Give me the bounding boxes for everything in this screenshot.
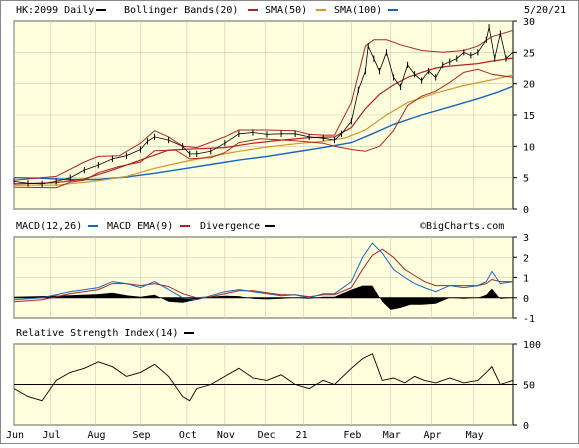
legend-sma100-label: SMA(100) — [334, 5, 382, 16]
watermark-label: ©BigCharts.com — [420, 221, 504, 232]
x-tick-label: Sep — [133, 430, 151, 441]
macd-y-tick-label: 3 — [523, 233, 529, 244]
price-y-tick-label: 20 — [523, 80, 535, 91]
x-tick-label: Jul — [43, 430, 61, 441]
legend-sma50-label: SMA(50) — [265, 5, 307, 16]
x-tick-label: 21 — [296, 430, 308, 441]
x-tick-label: Apr — [423, 430, 441, 441]
price-y-tick-label: 5 — [523, 174, 529, 185]
x-tick-label: May — [466, 430, 484, 441]
macd-y-tick-label: 0 — [523, 294, 529, 305]
price-y-tick-label: 15 — [523, 111, 535, 122]
x-tick-label: Oct — [179, 430, 197, 441]
price-y-tick-label: 25 — [523, 48, 535, 59]
rsi-y-tick-label: 100 — [523, 340, 541, 351]
macd-ema-legend-label: MACD EMA(9) — [107, 221, 173, 232]
x-tick-label: Jun — [6, 430, 24, 441]
price-y-tick-label: 10 — [523, 142, 535, 153]
price-y-tick-label: 0 — [523, 205, 529, 216]
rsi-y-tick-label: 0 — [523, 421, 529, 432]
x-tick-label: Aug — [88, 430, 106, 441]
x-tick-label: Feb — [343, 430, 361, 441]
symbol-label: HK:2099 Daily — [16, 5, 94, 16]
macd-y-tick-label: 2 — [523, 253, 529, 264]
x-tick-label: Nov — [217, 430, 235, 441]
rsi-legend-label: Relative Strength Index(14) — [16, 328, 179, 339]
macd-y-tick-label: 1 — [523, 274, 529, 285]
legend-bollinger-label: Bollinger Bands(20) — [124, 5, 238, 16]
macd-y-tick-label: -1 — [523, 314, 535, 325]
x-tick-label: Mar — [383, 430, 401, 441]
rsi-y-tick-label: 50 — [523, 381, 535, 392]
macd-legend-label: MACD(12,26) — [16, 221, 82, 232]
date-label: 5/20/21 — [524, 5, 566, 16]
price-y-tick-label: 30 — [523, 17, 535, 28]
x-tick-label: Dec — [258, 430, 276, 441]
divergence-legend-label: Divergence — [200, 221, 260, 232]
